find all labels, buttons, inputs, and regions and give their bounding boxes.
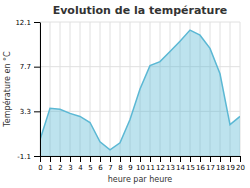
y-tick-mark — [34, 22, 40, 23]
title: Evolution de la température — [53, 4, 228, 17]
x-tick: 17 — [206, 156, 215, 172]
x-tick-label: 10 — [136, 164, 145, 172]
x-tick-label: 18 — [216, 164, 225, 172]
x-tick-mark — [180, 156, 181, 162]
x-tick-label: 8 — [118, 164, 122, 172]
x-tick-mark — [110, 156, 111, 162]
x-tick: 15 — [186, 156, 195, 172]
x-tick: 16 — [196, 156, 205, 172]
x-tick-mark — [170, 156, 171, 162]
x-tick-label: 14 — [176, 164, 185, 172]
grid — [40, 22, 240, 156]
y-axis-title: Température en °C — [2, 51, 12, 128]
x-tick-label: 9 — [128, 164, 132, 172]
y-tick-label: 3.3 — [20, 108, 31, 116]
x-tick-label: 1 — [48, 164, 52, 172]
chart: 01234567891011121314151617181920-1.13.37… — [0, 0, 250, 188]
plot-area — [40, 30, 240, 156]
x-tick-label: 2 — [58, 164, 62, 172]
y-tick-label: 7.7 — [20, 63, 31, 71]
x-tick-mark — [190, 156, 191, 162]
x-tick-label: 3 — [68, 164, 72, 172]
y-tick-mark — [34, 156, 40, 157]
x-tick: 1 — [48, 156, 52, 172]
x-tick: 11 — [146, 156, 155, 172]
x-grid-line — [100, 22, 101, 156]
x-tick: 5 — [88, 156, 92, 172]
x-axis: 01234567891011121314151617181920 — [38, 156, 245, 172]
x-tick-label: 0 — [38, 164, 42, 172]
x-tick: 9 — [128, 156, 132, 172]
x-tick-label: 4 — [78, 164, 83, 172]
x-tick: 14 — [176, 156, 185, 172]
y-tick: -1.1 — [17, 153, 40, 161]
x-tick-label: 15 — [186, 164, 195, 172]
x-tick-mark — [100, 156, 101, 162]
x-tick-mark — [40, 156, 41, 162]
x-tick-label: 20 — [236, 164, 245, 172]
x-tick-label: 12 — [156, 164, 165, 172]
x-tick: 13 — [166, 156, 175, 172]
area — [40, 30, 240, 156]
x-tick-label: 16 — [196, 164, 205, 172]
x-grid-line — [40, 22, 41, 156]
x-tick: 19 — [226, 156, 235, 172]
x-tick-mark — [200, 156, 201, 162]
x-tick-label: 7 — [108, 164, 112, 172]
x-tick-mark — [140, 156, 141, 162]
line — [40, 30, 240, 150]
x-tick-mark — [90, 156, 91, 162]
x-tick-mark — [230, 156, 231, 162]
y-axis: -1.1 3.3 7.7 12.1 — [15, 19, 40, 161]
x-tick-mark — [160, 156, 161, 162]
x-tick: 10 — [136, 156, 145, 172]
x-tick-mark — [60, 156, 61, 162]
x-tick: 3 — [68, 156, 72, 172]
x-tick-label: 11 — [146, 164, 155, 172]
x-tick: 6 — [98, 156, 103, 172]
x-tick: 18 — [216, 156, 225, 172]
y-tick: 12.1 — [15, 19, 40, 27]
x-tick-mark — [120, 156, 121, 162]
y-tick-label: 12.1 — [15, 19, 31, 27]
y-axis-line — [40, 23, 41, 157]
y-tick: 3.3 — [20, 108, 40, 116]
x-tick: 4 — [78, 156, 83, 172]
x-tick-mark — [80, 156, 81, 162]
x-tick-mark — [130, 156, 131, 162]
x-tick: 20 — [236, 156, 245, 172]
x-tick: 0 — [38, 156, 42, 172]
x-tick-label: 13 — [166, 164, 175, 172]
y-tick-mark — [34, 111, 40, 112]
x-tick-mark — [220, 156, 221, 162]
x-tick: 2 — [58, 156, 62, 172]
x-tick-label: 5 — [88, 164, 92, 172]
x-grid-line — [120, 22, 121, 156]
y-tick-mark — [34, 67, 40, 68]
x-tick-mark — [150, 156, 151, 162]
x-grid-line — [110, 22, 111, 156]
x-tick-mark — [240, 156, 241, 162]
x-tick-label: 17 — [206, 164, 215, 172]
x-tick-label: 19 — [226, 164, 235, 172]
x-tick-mark — [50, 156, 51, 162]
x-tick-mark — [70, 156, 71, 162]
x-axis-title: heure par heure — [108, 175, 173, 184]
y-tick: 7.7 — [20, 63, 40, 71]
x-tick: 7 — [108, 156, 112, 172]
x-tick-label: 6 — [98, 164, 103, 172]
x-tick: 8 — [118, 156, 122, 172]
x-tick-mark — [210, 156, 211, 162]
y-tick-label: -1.1 — [17, 153, 31, 161]
x-tick: 12 — [156, 156, 165, 172]
